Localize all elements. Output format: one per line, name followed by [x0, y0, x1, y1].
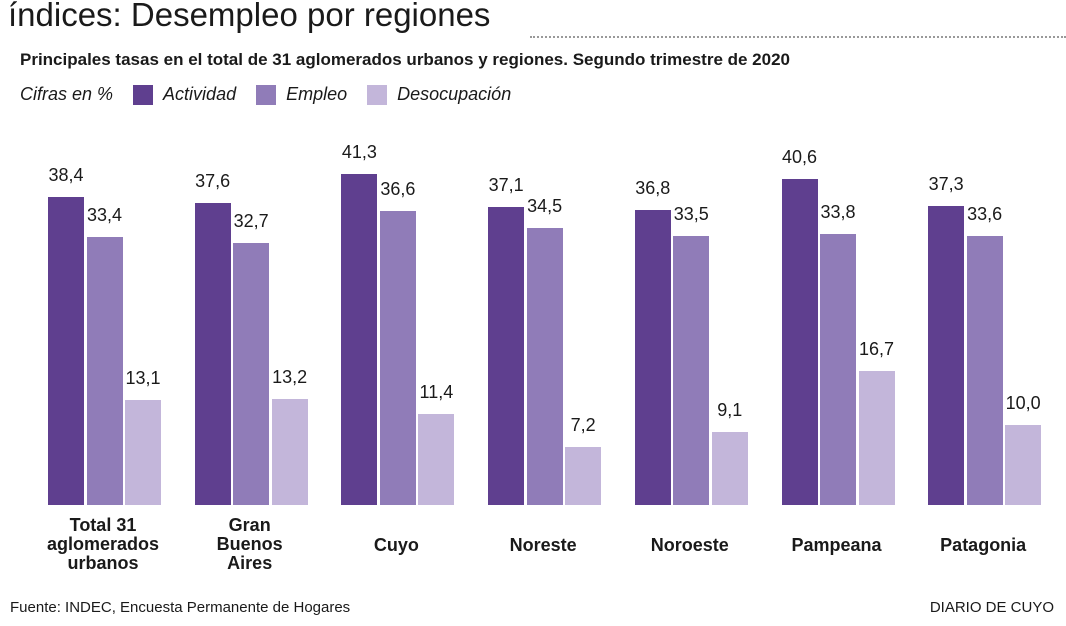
data-label: 41,3 — [341, 141, 377, 162]
bar-actividad — [48, 197, 84, 505]
bar-actividad — [488, 207, 525, 505]
data-label: 33,8 — [820, 201, 856, 222]
units-label: Cifras en % — [20, 84, 114, 104]
legend-label-empleo: Empleo — [286, 84, 348, 104]
bar-desocupación — [858, 371, 895, 505]
legend-label-desocupacion: Desocupación — [397, 84, 512, 104]
bar-empleo — [966, 235, 1003, 505]
data-label: 13,2 — [272, 367, 308, 388]
legend-swatch-empleo — [256, 84, 277, 105]
data-label: 36,8 — [635, 177, 671, 198]
data-label: 11,4 — [419, 381, 454, 402]
category-label: Total 31 aglomerados urbanos — [46, 515, 160, 573]
data-label: 36,6 — [380, 179, 416, 200]
data-label: 7,2 — [570, 415, 596, 436]
bar-desocupación — [711, 432, 748, 505]
chart-title: índices: Desempleo por regiones — [8, 0, 491, 33]
category-label: Noroeste — [650, 535, 729, 555]
data-label: 37,1 — [488, 175, 524, 196]
bar-desocupación — [418, 413, 455, 505]
bar-empleo — [673, 236, 710, 505]
data-label: 10,0 — [1005, 392, 1041, 413]
data-label: 40,6 — [781, 147, 818, 168]
category-label: Noreste — [509, 535, 577, 555]
bar-empleo — [820, 233, 856, 505]
category-label: Gran Buenos Aires — [216, 515, 283, 573]
bar-empleo — [526, 228, 563, 505]
legend-swatch-desocupacion — [367, 84, 388, 105]
bar-desocupación — [271, 399, 308, 505]
data-label: 37,6 — [195, 171, 231, 192]
brand: DIARIO DE CUYO — [929, 599, 1054, 616]
data-label: 34,5 — [527, 196, 563, 217]
legend: Cifras en % Actividad Empleo Desocupació… — [20, 84, 511, 105]
legend-label-actividad: Actividad — [163, 84, 237, 104]
data-label: 16,7 — [858, 339, 895, 360]
source-note: Fuente: INDEC, Encuesta Permanente de Ho… — [10, 599, 351, 616]
data-label: 13,1 — [125, 367, 161, 388]
chart-subtitle: Principales tasas en el total de 31 aglo… — [20, 50, 790, 69]
bar-empleo — [86, 237, 123, 505]
bar-empleo — [379, 211, 416, 505]
bar-desocupación — [565, 447, 602, 505]
bar-actividad — [341, 173, 378, 505]
bar-actividad — [194, 203, 231, 505]
data-label: 37,3 — [928, 173, 964, 194]
data-label: 32,7 — [233, 210, 269, 231]
legend-swatch-actividad — [133, 84, 154, 105]
bar-empleo — [233, 242, 270, 505]
data-label: 9,1 — [717, 400, 743, 421]
data-label: 38,4 — [48, 165, 84, 186]
bar-actividad — [781, 179, 818, 505]
category-label: Patagonia — [940, 535, 1027, 555]
dotted-divider — [530, 36, 1066, 38]
bar-actividad — [928, 205, 965, 505]
data-label: 33,6 — [967, 203, 1003, 224]
bar-desocupación — [1005, 424, 1042, 505]
data-label: 33,4 — [86, 205, 123, 226]
category-label: Pampeana — [791, 535, 882, 555]
bar-desocupación — [125, 399, 161, 505]
data-label: 33,5 — [673, 204, 709, 225]
category-label: Cuyo — [373, 535, 419, 555]
bar-actividad — [634, 209, 671, 505]
